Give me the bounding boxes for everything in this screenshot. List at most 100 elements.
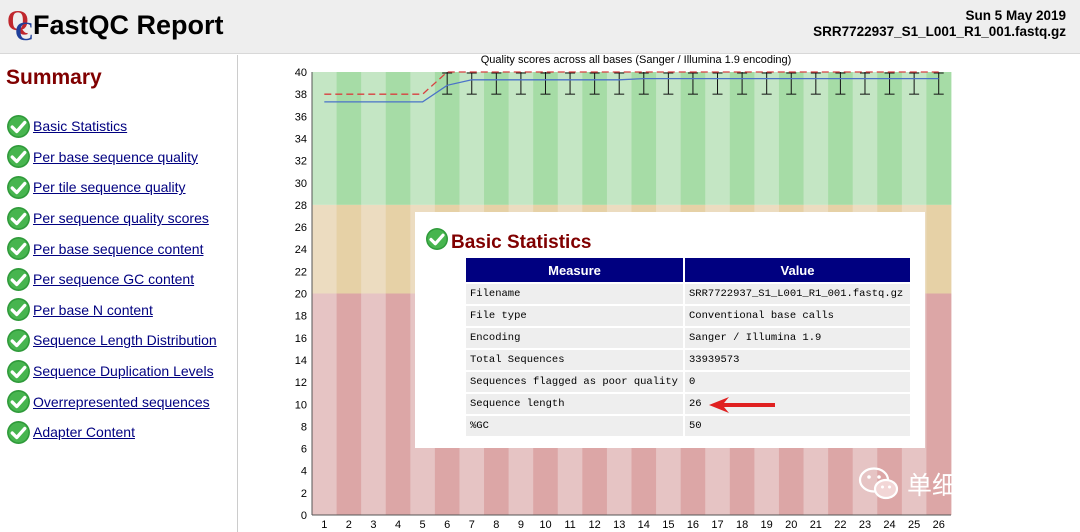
y-tick-label: 10 <box>295 399 307 411</box>
watermark: 单细胞天地 <box>858 466 1032 502</box>
summary-link[interactable]: Sequence Duplication Levels <box>33 363 214 380</box>
measure-cell: Encoding <box>466 328 683 348</box>
report-meta: Sun 5 May 2019 SRR7722937_S1_L001_R1_001… <box>813 8 1066 40</box>
x-tick-label: 11 <box>564 519 575 531</box>
summary-item: Adapter Content <box>6 417 217 448</box>
watermark-text: 单细胞天地 <box>907 471 1033 500</box>
quality-zone-stripe <box>336 293 362 515</box>
chart-title: Quality scores across all bases (Sanger … <box>481 55 792 66</box>
summary-item: Basic Statistics <box>6 111 217 142</box>
pass-check-icon <box>7 267 30 291</box>
y-tick-label: 2 <box>301 488 307 500</box>
table-row: Sequence length 26 <box>466 394 910 414</box>
y-tick-label: 36 <box>295 111 307 123</box>
x-tick-label: 25 <box>908 519 920 531</box>
x-tick-label: 14 <box>638 519 650 531</box>
quality-zone-stripe <box>336 72 362 205</box>
column-header-value: Value <box>685 258 910 282</box>
quality-zone-stripe <box>385 204 411 294</box>
quality-zone-stripe <box>385 72 411 205</box>
table-row: Encoding Sanger / Illumina 1.9 <box>466 328 910 348</box>
summary-link[interactable]: Basic Statistics <box>33 118 128 135</box>
measure-cell: File type <box>466 306 683 326</box>
quality-zone-stripe <box>312 293 337 515</box>
measure-cell: Filename <box>466 284 683 304</box>
summary-link[interactable]: Overrepresented sequences <box>33 393 210 410</box>
x-tick-label: 24 <box>883 519 895 531</box>
table-row: File type Conventional base calls <box>466 306 910 326</box>
value-cell: Sanger / Illumina 1.9 <box>685 328 910 348</box>
x-tick-label: 4 <box>395 519 401 531</box>
quality-zone-stripe <box>361 72 387 205</box>
y-tick-label: 22 <box>295 266 307 278</box>
y-tick-label: 30 <box>295 178 307 190</box>
summary-item: Per base N content <box>6 295 217 326</box>
pass-check-icon <box>7 328 30 352</box>
red-arrow-icon <box>709 397 775 413</box>
summary-link[interactable]: Per base sequence quality <box>33 148 198 165</box>
summary-link[interactable]: Per tile sequence quality <box>33 179 186 196</box>
measure-cell: Sequence length <box>466 394 683 414</box>
x-tick-label: 19 <box>761 519 773 531</box>
report-header: Q C FastQC Report Sun 5 May 2019 SRR7722… <box>0 0 1080 54</box>
value-cell: 33939573 <box>685 350 910 370</box>
summary-item: Per base sequence quality <box>6 142 217 173</box>
quality-zone-stripe <box>361 293 387 515</box>
report-title: FastQC Report <box>33 10 224 40</box>
x-tick-label: 15 <box>662 519 674 531</box>
pass-check-icon <box>7 359 30 383</box>
summary-item: Overrepresented sequences <box>6 386 217 417</box>
y-tick-label: 0 <box>301 510 307 522</box>
basic-statistics-heading: Basic Statistics <box>425 224 591 254</box>
quality-zone-stripe <box>410 72 436 205</box>
y-tick-label: 24 <box>295 244 307 256</box>
summary-item: Per sequence quality scores <box>6 203 217 234</box>
pass-check-icon <box>7 237 30 261</box>
summary-link[interactable]: Per sequence GC content <box>33 271 195 288</box>
column-header-measure: Measure <box>466 258 683 282</box>
mean-line <box>324 77 939 103</box>
summary-item: Sequence Length Distribution <box>6 325 217 356</box>
summary-link[interactable]: Adapter Content <box>33 424 135 441</box>
summary-link[interactable]: Per base sequence content <box>33 240 204 257</box>
value-cell: 26 <box>685 394 910 414</box>
y-tick-label: 38 <box>295 89 307 101</box>
summary-link[interactable]: Sequence Length Distribution <box>33 332 217 349</box>
report-date: Sun 5 May 2019 <box>965 8 1066 23</box>
y-tick-label: 14 <box>295 355 307 367</box>
y-tick-label: 18 <box>295 311 307 323</box>
wechat-icon <box>858 467 899 500</box>
y-tick-label: 26 <box>295 222 307 234</box>
x-tick-label: 18 <box>736 519 748 531</box>
y-tick-label: 6 <box>301 444 307 456</box>
summary-link[interactable]: Per sequence quality scores <box>33 210 209 227</box>
summary-list: Basic Statistics Per base sequence qualit… <box>6 111 217 448</box>
measure-cell: Total Sequences <box>466 350 683 370</box>
summary-link[interactable]: Per base N content <box>33 301 153 318</box>
y-tick-label: 34 <box>295 133 307 145</box>
quality-zone-stripe <box>336 204 362 294</box>
quality-zone-stripe <box>385 293 411 515</box>
y-tick-label: 20 <box>295 289 307 301</box>
value-cell: 0 <box>685 372 910 392</box>
summary-item: Per tile sequence quality <box>6 172 217 203</box>
y-tick-label: 16 <box>295 333 307 345</box>
x-tick-label: 16 <box>687 519 699 531</box>
pass-check-icon <box>7 206 30 230</box>
pass-check-icon <box>7 390 30 414</box>
pass-check-icon <box>7 145 30 169</box>
pass-check-icon <box>7 114 30 138</box>
basic-statistics-title: Basic Statistics <box>451 232 592 253</box>
quality-zone-stripe <box>926 204 952 294</box>
x-tick-label: 6 <box>444 519 450 531</box>
x-tick-label: 5 <box>420 519 426 531</box>
x-tick-label: 9 <box>518 519 524 531</box>
value-cell: SRR7722937_S1_L001_R1_001.fastq.gz <box>685 284 910 304</box>
quality-zone-stripe <box>926 293 952 515</box>
basic-statistics-panel: Basic Statistics Measure Value Filename S… <box>415 212 925 448</box>
x-tick-label: 12 <box>589 519 601 531</box>
y-tick-label: 28 <box>295 200 307 212</box>
pass-check-icon <box>7 176 30 199</box>
x-tick-label: 1 <box>321 519 327 531</box>
table-row: Total Sequences 33939573 <box>466 350 910 370</box>
